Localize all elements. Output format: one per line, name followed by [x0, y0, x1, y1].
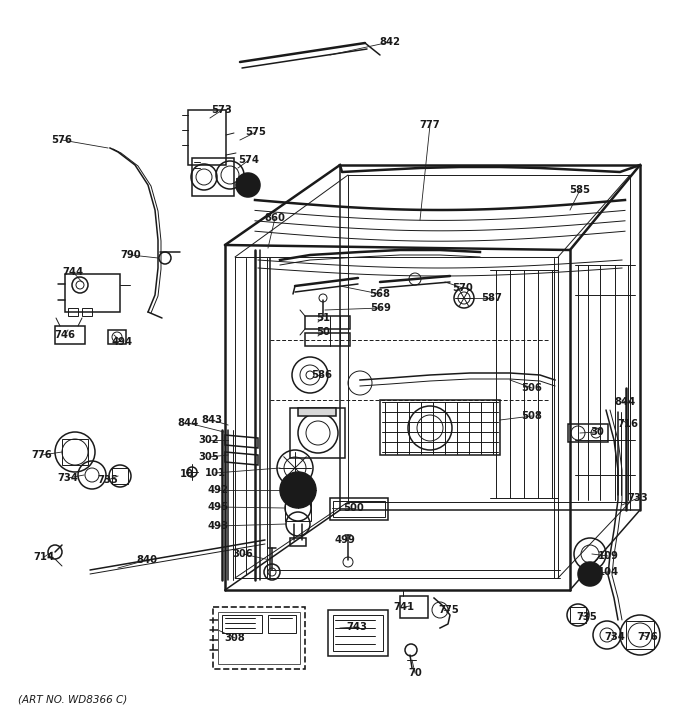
Text: 51: 51: [316, 313, 330, 323]
Text: 734: 734: [58, 473, 78, 483]
Text: 844: 844: [614, 397, 636, 407]
Text: 716: 716: [617, 419, 639, 429]
Text: 585: 585: [570, 185, 590, 195]
Bar: [570, 607, 586, 623]
Bar: [290, 408, 345, 458]
Bar: [188, 110, 226, 165]
Bar: [305, 316, 350, 329]
Text: 302: 302: [199, 435, 220, 445]
Circle shape: [241, 178, 255, 192]
Circle shape: [578, 562, 602, 586]
Text: 506: 506: [522, 383, 543, 393]
Text: 714: 714: [33, 552, 54, 562]
Bar: [68, 308, 78, 316]
Text: 499: 499: [335, 535, 356, 545]
Text: 576: 576: [52, 135, 73, 145]
Text: 573: 573: [211, 105, 233, 115]
Bar: [55, 326, 85, 344]
Bar: [298, 408, 336, 416]
Text: 741: 741: [394, 602, 415, 612]
Bar: [568, 424, 608, 442]
Text: 30: 30: [590, 427, 604, 437]
Bar: [305, 333, 350, 346]
Text: 308: 308: [224, 633, 245, 643]
Text: 50: 50: [316, 327, 330, 337]
Text: 500: 500: [343, 503, 364, 513]
Text: 104: 104: [598, 567, 619, 577]
Text: 572: 572: [235, 178, 256, 188]
Bar: [112, 468, 128, 484]
Text: 493: 493: [207, 521, 228, 531]
Text: 10: 10: [180, 469, 194, 479]
Bar: [333, 615, 383, 651]
Bar: [82, 308, 92, 316]
Text: 842: 842: [379, 37, 401, 47]
Text: 574: 574: [239, 155, 260, 165]
Text: 735: 735: [98, 475, 118, 485]
Text: 776: 776: [638, 632, 658, 642]
Bar: [108, 330, 126, 344]
Text: 840: 840: [137, 555, 158, 565]
Bar: [222, 615, 262, 633]
Text: 844: 844: [177, 418, 199, 428]
Bar: [213, 607, 305, 669]
Bar: [330, 498, 388, 520]
Bar: [62, 439, 88, 465]
Text: 734: 734: [605, 632, 626, 642]
Text: 306: 306: [233, 549, 254, 559]
Text: 305: 305: [199, 452, 220, 462]
Circle shape: [287, 479, 309, 501]
Text: 70: 70: [408, 668, 422, 678]
Text: 492: 492: [207, 485, 228, 495]
Text: 568: 568: [369, 289, 390, 299]
Bar: [290, 538, 306, 546]
Text: 587: 587: [481, 293, 503, 303]
Circle shape: [280, 472, 316, 508]
Circle shape: [584, 568, 596, 580]
Text: 775: 775: [439, 605, 460, 615]
Text: 746: 746: [54, 330, 75, 340]
Text: 790: 790: [120, 250, 141, 260]
Text: 575: 575: [245, 127, 267, 137]
Text: 569: 569: [371, 303, 392, 313]
Text: 744: 744: [63, 267, 84, 277]
Bar: [285, 495, 311, 521]
Text: 495: 495: [207, 502, 228, 512]
Text: 508: 508: [522, 411, 543, 421]
Bar: [328, 610, 388, 656]
Text: 743: 743: [347, 622, 367, 632]
Text: 776: 776: [32, 450, 52, 460]
Bar: [218, 612, 300, 664]
Text: 109: 109: [598, 551, 618, 561]
Bar: [400, 596, 428, 618]
Text: 777: 777: [420, 120, 441, 130]
Bar: [65, 274, 120, 312]
Text: 586: 586: [311, 370, 333, 380]
Text: 843: 843: [201, 415, 222, 425]
Text: 733: 733: [628, 493, 648, 503]
Bar: [333, 501, 385, 517]
Circle shape: [236, 173, 260, 197]
Text: 735: 735: [577, 612, 597, 622]
Bar: [268, 615, 296, 633]
Text: 570: 570: [453, 283, 473, 293]
Text: 101: 101: [205, 468, 226, 478]
Text: 860: 860: [265, 213, 286, 223]
Bar: [380, 400, 500, 455]
Text: 494: 494: [112, 337, 133, 347]
Bar: [626, 621, 654, 649]
Bar: [192, 158, 234, 196]
Text: (ART NO. WD8366 C): (ART NO. WD8366 C): [18, 695, 127, 705]
